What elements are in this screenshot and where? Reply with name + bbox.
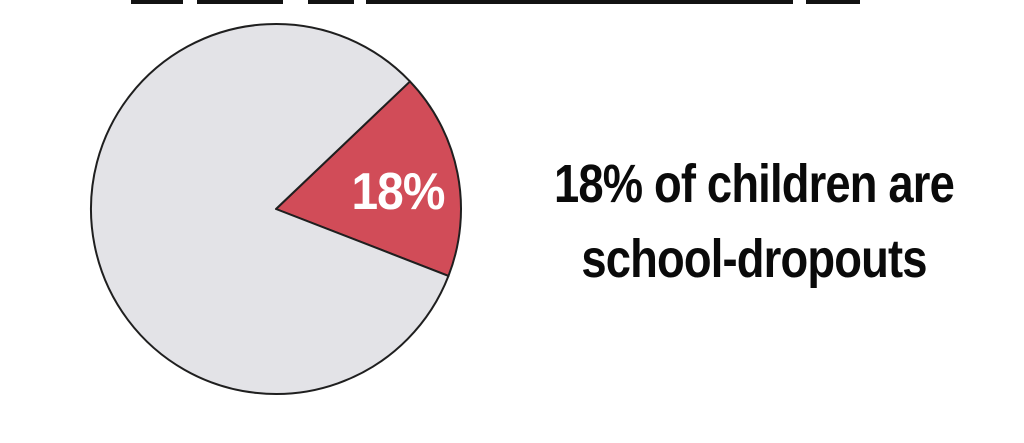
caption-line-2: school-dropouts [581, 229, 927, 289]
pie-slice-other-children [90, 23, 450, 395]
cropped-text-fragment [308, 0, 354, 4]
caption-line-1: 18% of children are [554, 154, 955, 214]
cropped-text-fragment [197, 0, 283, 4]
cropped-text-fragment [366, 0, 793, 4]
pie-slice-school-dropouts [275, 80, 462, 277]
cropped-text-fragment [131, 0, 183, 4]
cropped-text-fragment [806, 0, 860, 4]
pie-slice-data-label: 18% [351, 163, 445, 221]
caption: 18% of children are school-dropouts [512, 147, 996, 297]
